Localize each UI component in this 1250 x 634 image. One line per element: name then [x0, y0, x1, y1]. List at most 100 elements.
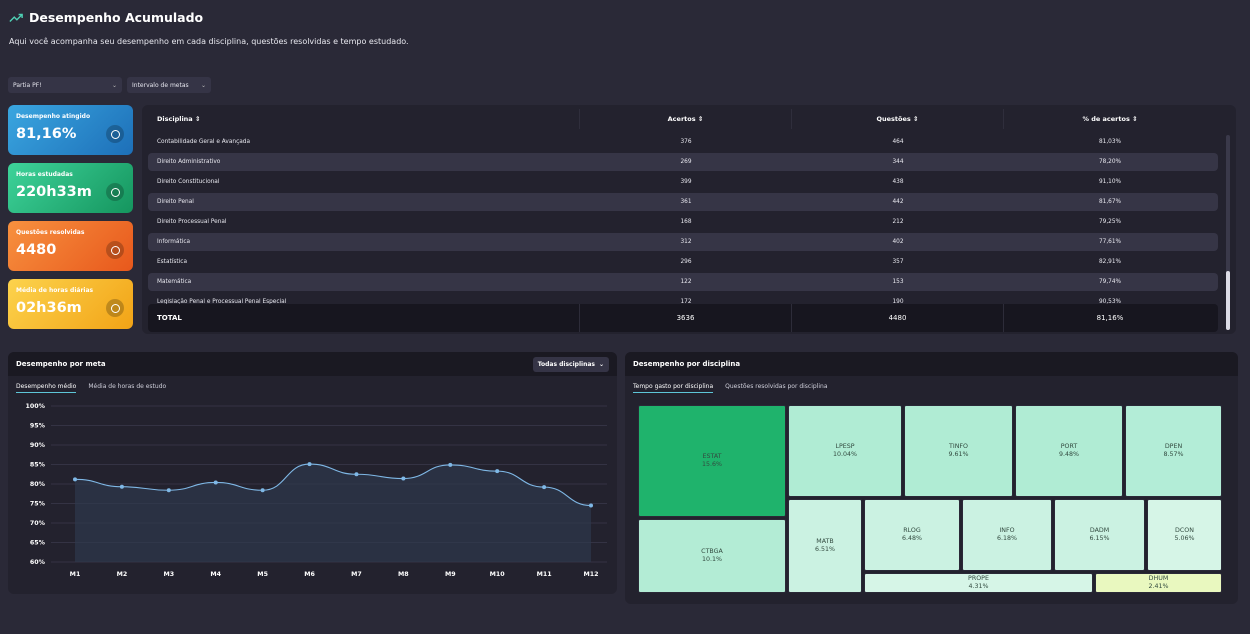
cell-questoes: 464 [892, 139, 904, 145]
cell-disciplina: Legislação Penal e Processual Penal Espe… [157, 299, 287, 305]
data-point [401, 476, 406, 481]
tile-pct: 6.15% [1089, 535, 1110, 542]
cell-acertos: 296 [680, 259, 692, 265]
tile-pct: 4.31% [968, 583, 989, 590]
treemap-tile[interactable]: PROPE 4.31% [864, 573, 1093, 593]
treemap-tile[interactable]: LPESP 10.04% [788, 405, 902, 497]
treemap-tile[interactable]: CTBGA 10.1% [638, 519, 786, 593]
discipline-dropdown[interactable]: Todas disciplinas ⌄ [532, 356, 609, 372]
panel-title: Desempenho por meta [16, 360, 106, 368]
treemap-tile[interactable]: DADM 6.15% [1054, 499, 1145, 571]
cell-disciplina: Estatística [157, 259, 188, 265]
cell-disciplina: Direito Constitucional [157, 179, 220, 185]
tab-questions-solved[interactable]: Questões resolvidas por disciplina [725, 383, 828, 390]
col-label: Acertos [667, 115, 696, 123]
data-point [354, 472, 359, 477]
treemap-tile[interactable]: TINFO 9.61% [904, 405, 1013, 497]
x-tick-label: M8 [398, 571, 409, 578]
col-label: Disciplina [157, 115, 193, 123]
tile-name: INFO [999, 526, 1015, 534]
x-tick-label: M3 [163, 571, 174, 578]
perf-tabs: Desempenho médio Média de horas de estud… [8, 383, 617, 393]
tab-avg-hours[interactable]: Média de horas de estudo [88, 383, 167, 390]
tile-pct: 6.18% [996, 535, 1017, 542]
total-questoes: 4480 [792, 304, 1004, 332]
card-value: 4480 [16, 242, 57, 258]
col-percent[interactable]: % de acertos ⇕ [1004, 109, 1216, 129]
tile-name: DCON [1175, 526, 1194, 534]
tab-avg-performance[interactable]: Desempenho médio [16, 383, 77, 393]
col-questoes[interactable]: Questões ⇕ [792, 109, 1004, 129]
treemap-tile[interactable]: RLOG 6.48% [864, 499, 960, 571]
sort-icon: ⇕ [192, 115, 201, 123]
treemap-tile[interactable]: ESTAT 15.6% [638, 405, 786, 517]
x-tick-label: M10 [490, 571, 506, 578]
tile-pct: 15.6% [701, 461, 722, 468]
data-point [495, 469, 500, 474]
tile-name: DPEN [1164, 442, 1183, 450]
chevron-down-icon: ⌄ [598, 360, 604, 368]
cell-percent: 78,20% [1098, 159, 1122, 165]
total-label: TOTAL [148, 304, 580, 332]
treemap-tile[interactable]: INFO 6.18% [962, 499, 1052, 571]
scrollbar-thumb[interactable] [1226, 271, 1230, 330]
interval-select[interactable]: Intervalo de metas ⌄ [127, 77, 211, 93]
table-header: Disciplina ⇕ Acertos ⇕ Questões ⇕ % de a… [148, 109, 1216, 129]
col-disciplina[interactable]: Disciplina ⇕ [148, 109, 580, 129]
panel-title: Desempenho por disciplina [633, 360, 741, 368]
treemap-tile[interactable]: PORT 9.48% [1015, 405, 1123, 497]
treemap-tile[interactable]: MATB 6.51% [788, 499, 862, 593]
y-tick-label: 100% [26, 403, 46, 410]
col-label: Questões [876, 115, 911, 123]
tile-pct: 9.48% [1058, 451, 1079, 458]
cell-disciplina: Direito Administrativo [157, 159, 221, 165]
discipline-panel: Desempenho por disciplina Tempo gasto po… [625, 352, 1238, 604]
col-label: % de acertos [1082, 115, 1130, 123]
tile-pct: 10.1% [701, 556, 722, 563]
cell-acertos: 122 [680, 279, 692, 285]
treemap-tile[interactable]: DPEN 8.57% [1125, 405, 1222, 497]
cell-percent: 91,10% [1098, 179, 1122, 185]
cell-percent: 81,67% [1098, 199, 1122, 205]
treemap-tile[interactable]: DCON 5.06% [1147, 499, 1222, 571]
dropdown-value: Todas disciplinas [537, 360, 595, 368]
tile-pct: 9.61% [948, 451, 969, 458]
tile-name: MATB [816, 537, 834, 545]
cell-questoes: 212 [892, 219, 904, 225]
area-fill [75, 464, 591, 562]
cell-percent: 79,74% [1098, 279, 1122, 285]
treemap-tile[interactable]: DHUM 2.41% [1095, 573, 1222, 593]
cell-percent: 82,91% [1098, 259, 1122, 265]
plan-select-value: Partia PF! [13, 81, 42, 89]
card-value: 02h36m [16, 300, 82, 316]
cell-disciplina: Direito Penal [157, 199, 194, 205]
disc-tabs: Tempo gasto por disciplina Questões reso… [625, 383, 1238, 393]
tile-name: ESTAT [702, 452, 722, 460]
cell-questoes: 153 [892, 279, 904, 285]
card-label: Questões resolvidas [16, 229, 85, 236]
plan-select[interactable]: Partia PF! ⌄ [8, 77, 122, 93]
tile-pct: 10.04% [832, 451, 857, 458]
interval-select-value: Intervalo de metas [132, 81, 189, 89]
cell-questoes: 438 [892, 179, 904, 185]
tile-pct: 6.48% [901, 535, 922, 542]
table-row: Direito Penal 361 442 81,67% [148, 193, 1218, 211]
y-tick-label: 95% [30, 423, 46, 430]
tile-pct: 8.57% [1163, 451, 1184, 458]
table-scrollbar[interactable] [1226, 135, 1230, 330]
cell-questoes: 344 [892, 159, 904, 165]
tab-time-spent[interactable]: Tempo gasto por disciplina [633, 383, 714, 393]
tile-name: RLOG [903, 526, 921, 534]
x-tick-label: M6 [304, 571, 315, 578]
sort-icon: ⇕ [695, 115, 704, 123]
y-tick-label: 60% [30, 559, 46, 566]
treemap: ESTAT 15.6% CTBGA 10.1% LPESP 10.04% TINFO 9.61… [638, 405, 1224, 593]
cell-disciplina: Direito Processual Penal [157, 219, 227, 225]
card-value: 81,16% [16, 126, 77, 142]
total-acertos: 3636 [580, 304, 792, 332]
card-value: 220h33m [16, 184, 92, 200]
page-title: Desempenho Acumulado [29, 10, 204, 25]
table-row: Direito Administrativo 269 344 78,20% [148, 153, 1218, 171]
table-total-row: TOTAL 3636 4480 81,16% [148, 304, 1218, 332]
col-acertos[interactable]: Acertos ⇕ [580, 109, 792, 129]
